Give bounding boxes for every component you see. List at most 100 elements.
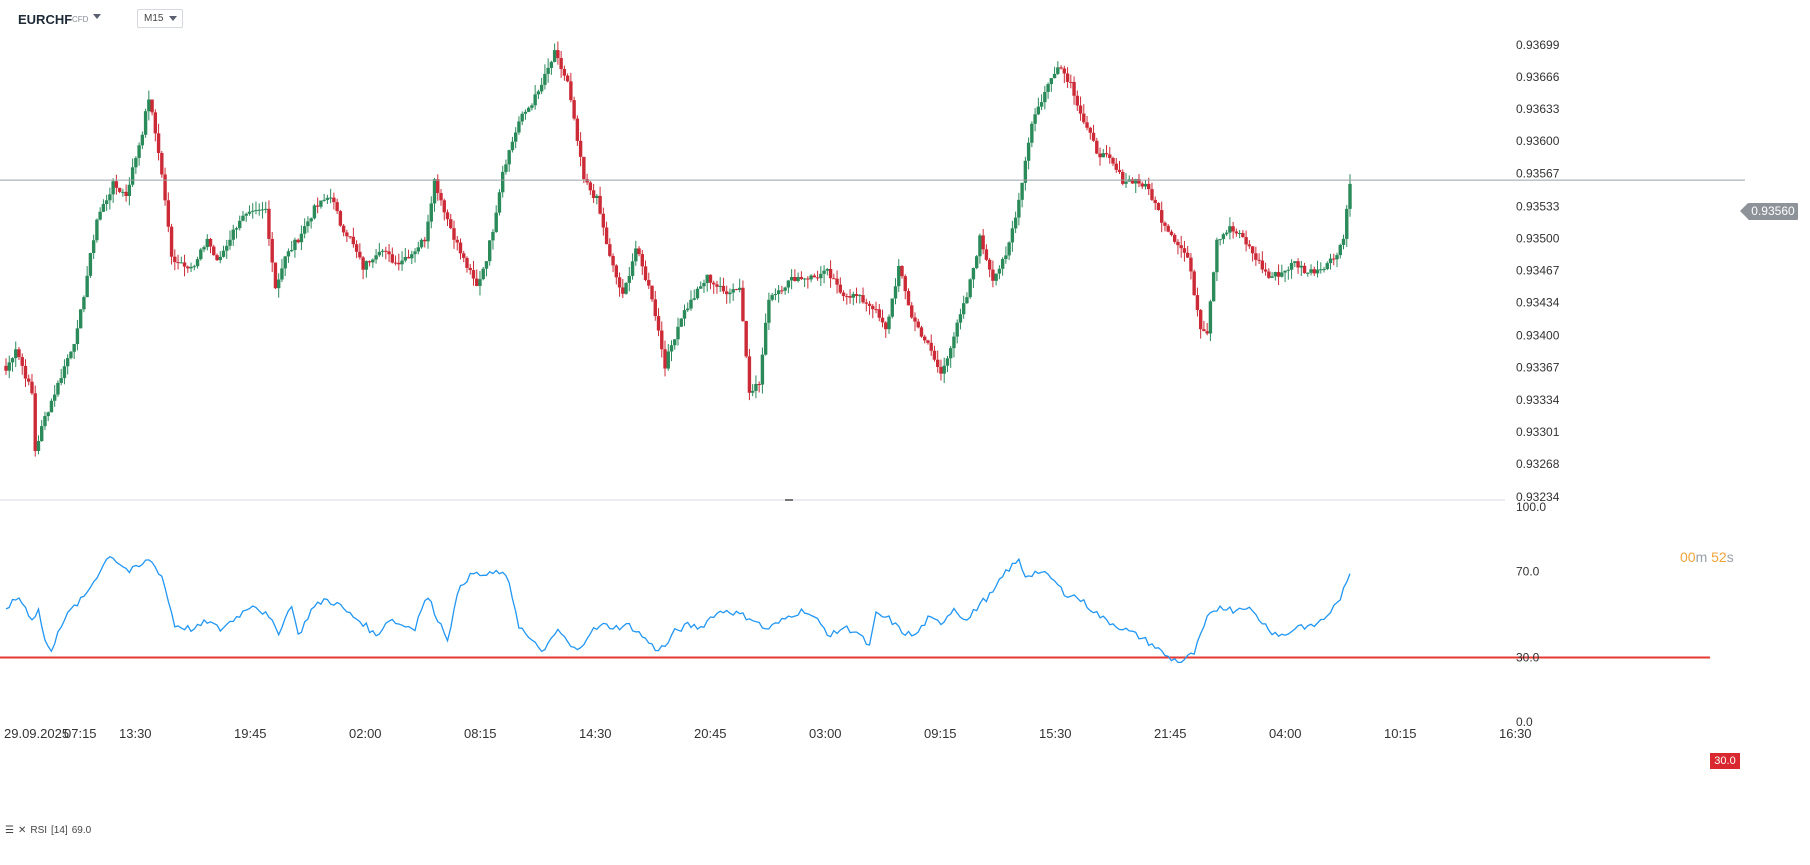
- candle: [887, 314, 891, 334]
- candle: [1117, 160, 1122, 174]
- price-tick-label: 0.93500: [1516, 231, 1560, 245]
- candle: [1341, 234, 1346, 250]
- candle: [1004, 246, 1008, 264]
- candle: [458, 238, 463, 260]
- candle: [286, 248, 291, 263]
- rsi-tick-label: 30.0: [1516, 651, 1540, 665]
- timeframe-label: M15: [144, 13, 164, 24]
- candle: [1267, 268, 1271, 279]
- candle: [611, 253, 615, 273]
- candle: [143, 108, 148, 138]
- candle: [1293, 261, 1297, 268]
- candle: [1095, 137, 1099, 155]
- candle: [1023, 156, 1028, 191]
- time-tick-label: 10:15: [1384, 726, 1417, 741]
- candle: [832, 273, 836, 280]
- candle: [380, 248, 385, 257]
- candle: [588, 180, 593, 195]
- candle: [1104, 145, 1109, 158]
- candle: [1010, 220, 1015, 252]
- price-tick-label: 0.93268: [1516, 457, 1560, 471]
- candle: [608, 238, 612, 258]
- candle: [1091, 124, 1096, 142]
- rsi-legend[interactable]: ☰ ✕ RSI [14] 69.0: [5, 825, 95, 836]
- candle: [147, 90, 151, 121]
- candle: [595, 194, 599, 205]
- candle: [397, 253, 401, 271]
- candle: [192, 264, 196, 271]
- candle: [877, 304, 881, 322]
- candle: [835, 270, 839, 294]
- time-tick-label: 03:00: [809, 726, 842, 741]
- candle: [1189, 252, 1193, 280]
- candle: [724, 285, 729, 304]
- candle: [802, 277, 807, 288]
- candle: [858, 294, 862, 304]
- candle: [1049, 77, 1054, 92]
- candle: [1325, 261, 1329, 271]
- candle: [471, 260, 476, 286]
- candle: [598, 186, 602, 215]
- candle: [72, 343, 76, 360]
- time-tick-label: 04:00: [1269, 726, 1302, 741]
- candle: [293, 237, 297, 258]
- candle: [62, 359, 67, 385]
- candle: [1172, 233, 1177, 244]
- candle: [822, 265, 826, 284]
- candle: [747, 348, 752, 401]
- candle: [945, 355, 950, 373]
- price-tick-label: 0.93533: [1516, 199, 1560, 213]
- candle: [163, 167, 167, 206]
- candle: [650, 285, 654, 302]
- candle: [572, 96, 576, 121]
- candle: [264, 201, 268, 214]
- candle: [1289, 259, 1294, 279]
- candle: [452, 220, 456, 249]
- indicator-settings-icon[interactable]: ☰: [5, 825, 14, 836]
- candle: [1296, 258, 1300, 274]
- candle: [812, 273, 817, 278]
- candle: [793, 269, 797, 282]
- candle: [712, 280, 716, 294]
- symbol-name[interactable]: EURCHF: [18, 12, 73, 27]
- candle: [1007, 241, 1011, 260]
- indicator-close-icon[interactable]: ✕: [17, 825, 27, 836]
- candle: [234, 226, 239, 239]
- candle: [121, 188, 125, 197]
- candle: [1072, 76, 1076, 105]
- candle: [283, 255, 287, 277]
- candle: [260, 202, 265, 219]
- candle: [20, 353, 24, 375]
- candle: [939, 359, 943, 381]
- candle: [1257, 253, 1261, 265]
- candle: [601, 207, 606, 236]
- candle: [150, 99, 154, 116]
- candle: [468, 263, 472, 275]
- candle: [436, 174, 440, 201]
- symbol-dropdown-chevron-icon[interactable]: [93, 14, 101, 19]
- price-tick-label: 0.93633: [1516, 102, 1560, 116]
- candle: [319, 200, 323, 209]
- candle: [676, 317, 680, 346]
- candle: [952, 332, 956, 358]
- candle: [166, 192, 171, 233]
- candle: [1069, 74, 1073, 89]
- candle: [500, 165, 505, 198]
- candle: [961, 295, 966, 319]
- timeframe-chevron-icon: [169, 16, 177, 21]
- candle: [10, 357, 15, 372]
- candle: [786, 280, 791, 294]
- candle: [851, 291, 856, 306]
- candle: [341, 223, 346, 237]
- candle: [1039, 94, 1044, 111]
- candle: [673, 339, 677, 350]
- candle: [494, 205, 498, 233]
- candle: [140, 131, 145, 150]
- candle: [906, 288, 911, 306]
- candle: [228, 230, 232, 250]
- candle: [737, 278, 742, 293]
- candle: [848, 289, 852, 304]
- timeframe-select[interactable]: M15: [137, 9, 183, 28]
- candle: [627, 266, 632, 292]
